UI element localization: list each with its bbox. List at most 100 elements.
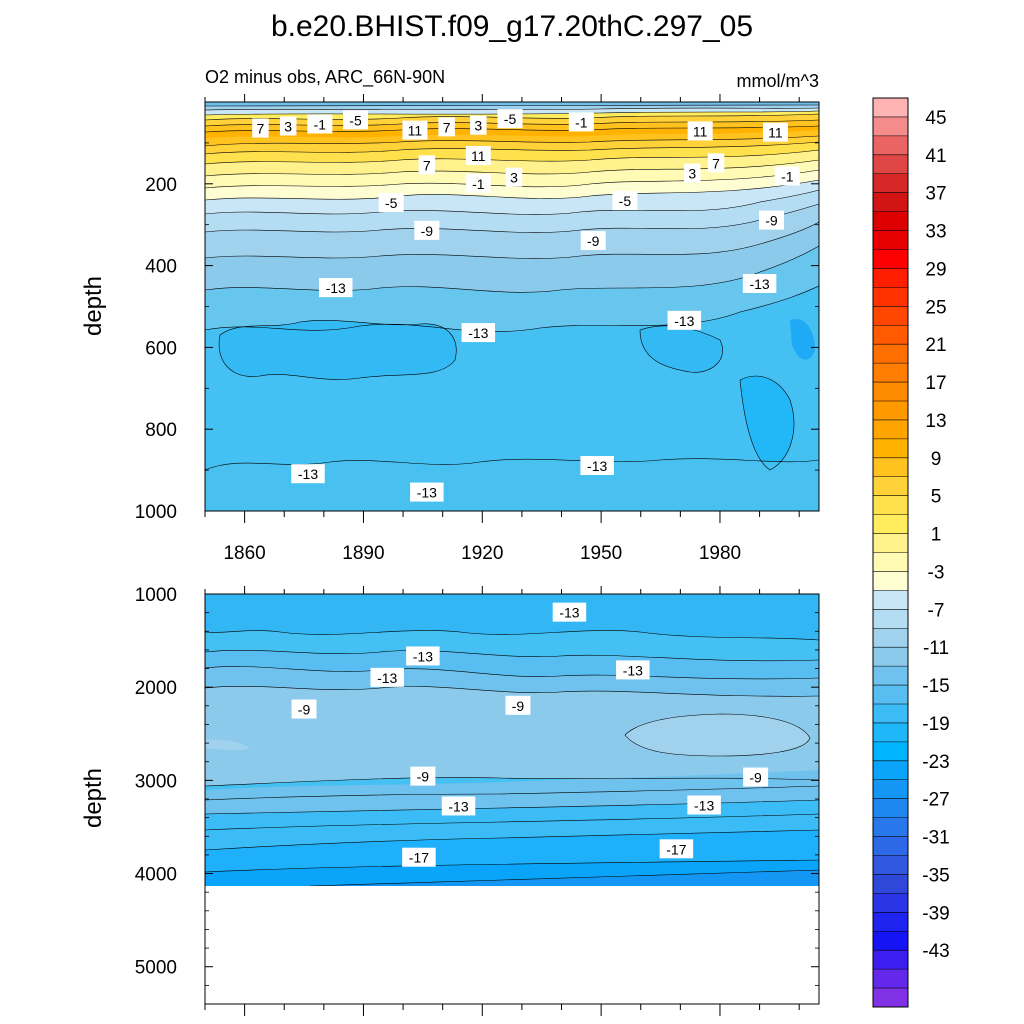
contour-label-box (343, 110, 369, 130)
colorbar-label: 1 (931, 525, 942, 546)
colorbar-swatch (873, 401, 908, 421)
colorbar-swatch (873, 135, 908, 156)
contour-label: -1 (568, 112, 594, 132)
colorbar-label: -19 (922, 714, 949, 735)
colorbar-swatch (873, 969, 908, 989)
colorbar-label: -31 (922, 828, 949, 849)
contour-label-text: -13 (749, 276, 769, 292)
colorbar-swatch (873, 931, 908, 951)
colorbar-label: 25 (925, 297, 946, 318)
contour-label-box (438, 117, 455, 137)
contour-label-box (683, 163, 701, 183)
colorbar-swatch (873, 893, 908, 913)
contour-label-text: -13 (326, 280, 346, 296)
contour-label: -13 (406, 646, 440, 666)
contour-label-box (758, 210, 784, 230)
colorbar-swatch (873, 666, 908, 686)
colorbar-swatch (873, 552, 908, 572)
contour-label-text: 7 (257, 121, 265, 137)
contour-label: -17 (659, 839, 694, 859)
contour-label: -1 (774, 166, 800, 186)
contour-label-box (370, 667, 404, 687)
lower-contour-field (205, 594, 819, 886)
colorbar-label: 37 (925, 184, 946, 205)
colorbar-swatch (873, 344, 908, 364)
contour-label: -13 (291, 464, 325, 484)
colorbar-swatch (873, 988, 908, 1008)
contour-label: -9 (414, 220, 440, 240)
colorbar-swatch (873, 817, 908, 837)
contour-label-box (465, 173, 491, 193)
contour-label-box (291, 699, 317, 719)
colorbar-label: -15 (922, 676, 949, 697)
contour-label-box (465, 145, 491, 165)
contour-label-box (318, 278, 353, 298)
upper-y-axis-label: depth (80, 276, 107, 336)
contour-label: -13 (687, 795, 721, 815)
contour-label-box (505, 167, 523, 187)
contour-label-text: -17 (409, 850, 429, 866)
colorbar-swatch (873, 287, 908, 307)
contour-label-text: -1 (575, 114, 588, 130)
contour-label-box (252, 118, 269, 138)
colorbar-swatch (873, 628, 908, 648)
contour-label: -9 (758, 210, 784, 230)
upper-y-tick-label: 800 (145, 420, 177, 441)
lower-axes: 1000 2000 3000 4000 5000 (135, 585, 819, 1016)
contour-label-text: -13 (413, 648, 433, 664)
contour-label: 3 (683, 163, 701, 183)
colorbar-swatch (873, 98, 908, 118)
contour-label-box (406, 646, 440, 666)
contour-label-text: -13 (587, 458, 607, 474)
colorbar-frame (872, 97, 909, 1008)
lower-y-tick-label: 3000 (135, 771, 177, 792)
colorbar-swatch (873, 647, 908, 667)
colorbar-swatch (873, 741, 908, 762)
contour-label-text: 3 (284, 119, 292, 135)
lower-contour-labels: -13 -13 -13 -13 -9 -9 -9 -9 -13 -13 -17 -17 (291, 602, 769, 867)
contour-label-box (414, 220, 440, 240)
colorbar-swatch (873, 495, 908, 515)
colorbar-swatch (873, 306, 908, 326)
contour-label-text: 7 (423, 157, 431, 173)
contour-label: 11 (465, 145, 491, 165)
contour-label-box (568, 112, 594, 132)
colorbar-swatch (873, 268, 908, 288)
upper-y-tick-label: 600 (145, 338, 177, 359)
colorbar-swatch (873, 382, 908, 402)
colorbar-swatch (873, 363, 908, 383)
contour-label: -13 (370, 667, 404, 687)
contour-label-text: -9 (765, 213, 778, 229)
colorbar-label: 21 (925, 335, 946, 356)
contour-label-box (552, 602, 587, 622)
upper-y-tick-label: 200 (145, 175, 177, 196)
colorbar-label: -39 (922, 903, 949, 924)
colorbar-label: 41 (925, 146, 946, 167)
colorbar-swatch (873, 874, 908, 894)
contour-label: 3 (279, 116, 297, 136)
colorbar: 45 41 37 33 29 25 21 17 13 9 5 1 -3 -7 -11 -15 -19 -23 -27… (872, 97, 950, 1008)
colorbar-label: -7 (928, 600, 945, 621)
contour-label-box (402, 847, 436, 867)
colorbar-swatch (873, 722, 908, 743)
contour-label-text: -9 (298, 702, 311, 718)
colorbar-swatch (873, 685, 908, 705)
colorbar-label: 45 (925, 108, 946, 129)
contour-label-box (307, 114, 333, 134)
contour-label-text: -13 (417, 485, 437, 501)
colorbar-label: 9 (931, 449, 942, 470)
contour-label: 7 (418, 155, 436, 175)
contour-label: -13 (742, 274, 777, 294)
contour-label: -13 (552, 602, 587, 622)
contour-label-box (279, 116, 297, 136)
contour-label-box (441, 796, 476, 816)
colorbar-swatch (873, 855, 908, 875)
contour-label: -13 (667, 310, 702, 330)
colorbar-label: 33 (925, 222, 946, 243)
contour-label-box (461, 323, 496, 343)
contour-label-box (580, 231, 606, 251)
subtitle-left: O2 minus obs, ARC_66N-90N (205, 67, 445, 88)
contour-label-box (659, 839, 694, 859)
